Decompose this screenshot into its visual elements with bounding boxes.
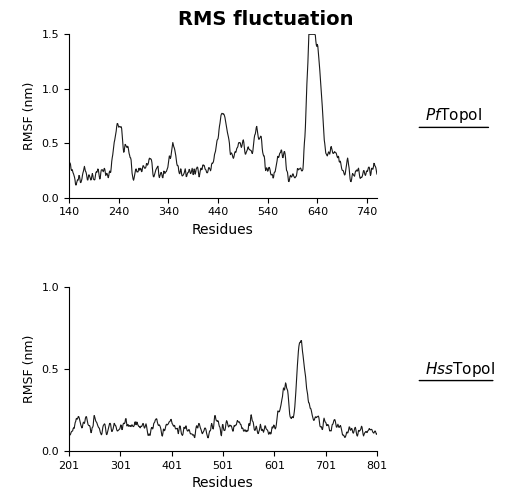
Text: $\it{Pf}$Topol: $\it{Pf}$Topol xyxy=(425,106,482,125)
Text: RMS fluctuation: RMS fluctuation xyxy=(178,10,353,29)
X-axis label: Residues: Residues xyxy=(192,223,254,237)
X-axis label: Residues: Residues xyxy=(192,476,254,490)
Y-axis label: RMSF (nm): RMSF (nm) xyxy=(23,335,36,403)
Text: $\it{Hss}$Topol: $\it{Hss}$Topol xyxy=(425,360,495,379)
Y-axis label: RMSF (nm): RMSF (nm) xyxy=(23,82,36,150)
